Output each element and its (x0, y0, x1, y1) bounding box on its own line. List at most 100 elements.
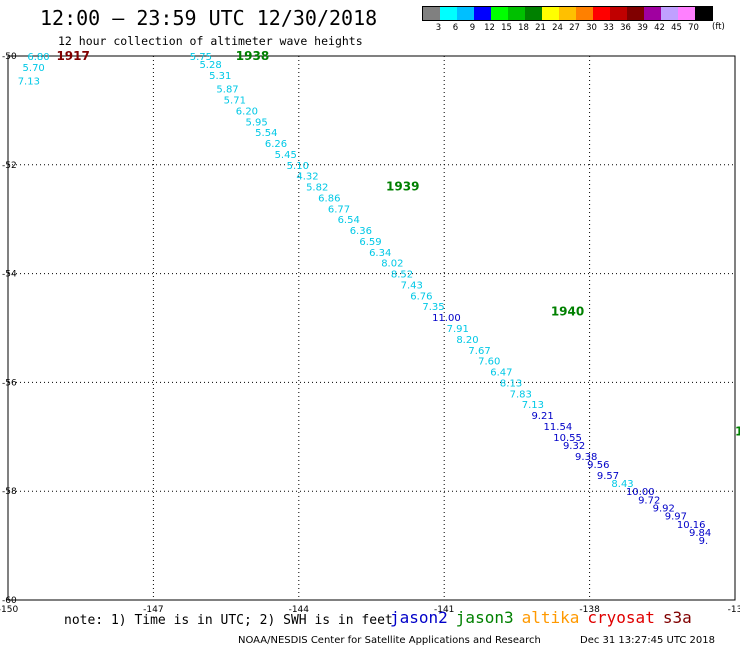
legend-label: 9 (469, 23, 476, 33)
legend-swatch (593, 7, 610, 20)
legend-swatch (457, 7, 474, 20)
legend-swatch (661, 7, 678, 20)
x-tick-label: -138 (579, 605, 600, 615)
satellite-name: cryosat (587, 608, 655, 627)
wave-height-value: 6.80 (27, 52, 49, 63)
wave-height-value: 7.43 (401, 280, 423, 291)
legend-swatches (422, 6, 713, 21)
time-label: 1939 (386, 180, 419, 194)
wave-height-value: 10.00 (626, 487, 655, 498)
time-label: 19 (735, 424, 740, 438)
wave-height-value: 11.54 (544, 422, 573, 433)
legend-swatch (678, 7, 695, 20)
legend-label: 21 (535, 23, 546, 33)
legend-swatch (576, 7, 593, 20)
wave-height-value: 9.57 (597, 471, 619, 482)
wave-height-value: 5.87 (216, 85, 238, 96)
y-tick-label: -56 (2, 378, 17, 388)
legend-label: 6 (452, 23, 459, 33)
wave-height-value: 10.55 (553, 433, 582, 444)
wave-height-value: 9.72 (638, 495, 660, 506)
wave-height-value: 9.32 (563, 441, 585, 452)
legend-swatch (627, 7, 644, 20)
wave-height-value: 5.28 (199, 60, 221, 71)
y-tick-label: -52 (2, 161, 17, 171)
satellite-name: jason3 (455, 608, 514, 627)
wave-height-value: 6.59 (359, 237, 381, 248)
legend-label: 39 (637, 23, 648, 33)
time-label: 1938 (236, 49, 269, 63)
legend-swatch (508, 7, 525, 20)
wave-height-value: 6.86 (318, 193, 340, 204)
credit-line: NOAA/NESDIS Center for Satellite Applica… (238, 635, 541, 646)
legend-labels: 3 6 9 12 15 18 21 24 27 30 33 36 39 42 45 70 (422, 23, 713, 33)
y-tick-label: -50 (2, 52, 17, 62)
wave-height-value: 5.10 (287, 161, 309, 172)
footnote: note: 1) Time is in UTC; 2) SWH is in fe… (64, 613, 393, 628)
wave-height-value: 6.54 (338, 215, 360, 226)
wave-height-value: 8.02 (381, 259, 403, 270)
x-tick-label: -147 (143, 605, 163, 615)
legend-label: 12 (484, 23, 495, 33)
wave-height-value: 6.26 (265, 139, 287, 150)
wave-height-value: 9.92 (653, 504, 675, 515)
chart-subtitle: 12 hour collection of altimeter wave hei… (58, 34, 363, 48)
legend-label: 30 (586, 23, 597, 33)
legend-label: 15 (501, 23, 512, 33)
wave-height-value: 7.13 (522, 400, 544, 411)
legend-swatch (474, 7, 491, 20)
wave-height-value: 6.47 (490, 368, 512, 379)
x-tick-label: -141 (434, 605, 454, 615)
wave-height-value: 8.52 (391, 270, 413, 281)
legend-unit: (ft) (712, 22, 725, 32)
y-tick-label: -54 (2, 270, 17, 280)
legend-swatch (644, 7, 661, 20)
wave-height-value: 10.16 (677, 520, 706, 531)
wave-height-value: 5.71 (224, 96, 246, 107)
legend-label: 36 (620, 23, 631, 33)
x-tick-label: -150 (0, 605, 18, 615)
satellite-legend: jason2 jason3 altika cryosat s3a (390, 608, 700, 627)
wave-height-value: 7.35 (422, 302, 444, 313)
satellite-name: jason2 (390, 608, 448, 627)
wave-height-value: 9. (699, 536, 709, 547)
wave-height-value: 5.45 (275, 150, 297, 161)
time-label: 1940 (551, 305, 584, 319)
legend-swatch (423, 7, 440, 20)
time-label: 1917 (56, 49, 89, 63)
legend-label: 45 (671, 23, 682, 33)
wave-height-value: 8.20 (456, 335, 478, 346)
wave-height-value: 9.84 (689, 528, 711, 539)
chart-title: 12:00 – 23:59 UTC 12/30/2018 (40, 6, 378, 30)
color-legend: 3 6 9 12 15 18 21 24 27 30 33 36 39 42 45 70 (ft) (422, 6, 725, 33)
legend-label: 33 (603, 23, 614, 33)
legend-swatch (542, 7, 559, 20)
wave-height-value: 9.21 (531, 411, 553, 422)
legend-label: 27 (569, 23, 580, 33)
wave-height-value: 5.75 (190, 52, 212, 63)
legend-label: 18 (518, 23, 529, 33)
wave-height-value: 7.60 (478, 357, 500, 368)
wave-height-value: 6.36 (350, 226, 372, 237)
legend-label: 3 (435, 23, 442, 33)
wave-height-value: 5.54 (255, 128, 277, 139)
wave-height-value: 7.91 (447, 324, 469, 335)
wave-height-value: 6.20 (236, 106, 258, 117)
generation-timestamp: Dec 31 13:27:45 UTC 2018 (580, 635, 715, 646)
legend-label: 70 (688, 23, 699, 33)
plot-frame (7, 55, 736, 601)
wave-height-value: 6.76 (410, 291, 432, 302)
wave-height-value: 11.00 (432, 313, 461, 324)
wave-height-value: 8.13 (500, 378, 522, 389)
wave-height-value: 7.83 (510, 389, 532, 400)
legend-label: 42 (654, 23, 665, 33)
y-tick-label: -58 (2, 487, 17, 497)
legend-label: 24 (552, 23, 563, 33)
wave-height-value: 5.31 (209, 71, 231, 82)
y-tick-label: -60 (2, 596, 17, 606)
wave-height-value: 9.97 (665, 512, 687, 523)
legend-swatch (491, 7, 508, 20)
legend-swatch (610, 7, 627, 20)
legend-swatch (440, 7, 457, 20)
